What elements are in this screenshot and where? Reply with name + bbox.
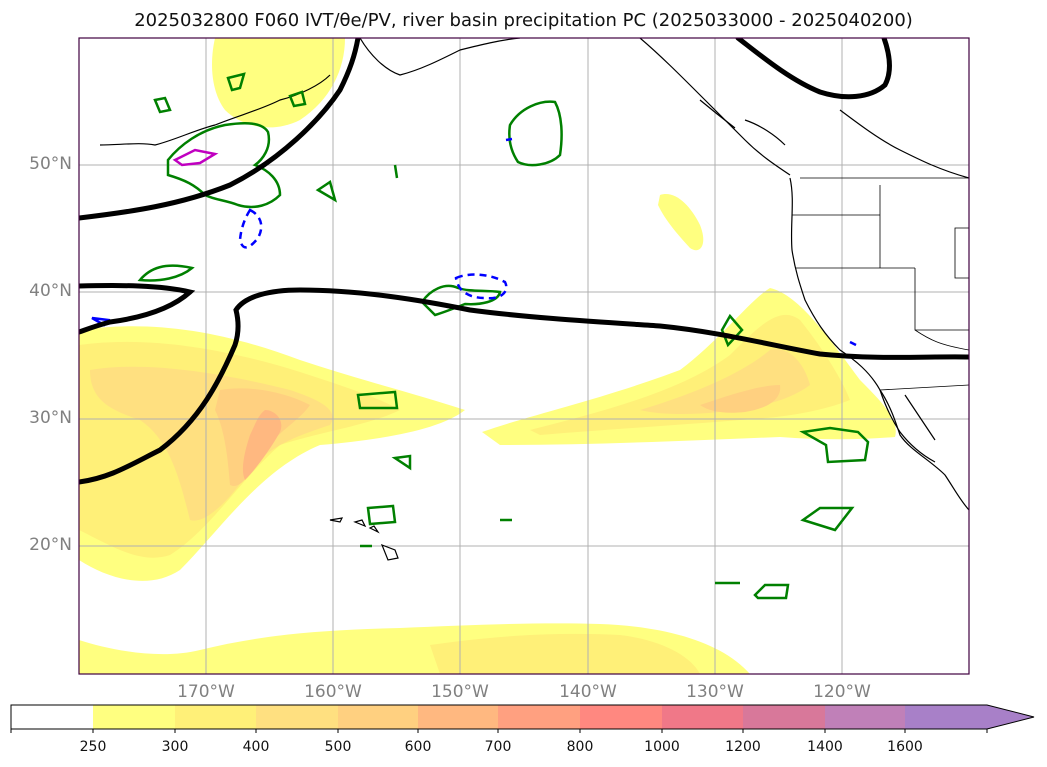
theta-e-contour-40n-main — [79, 287, 969, 485]
colorbar-label-400: 400 — [242, 739, 270, 755]
theta-e-contour-northeast — [735, 38, 892, 100]
colorbar-ticks — [10, 729, 988, 733]
coastline-baja — [879, 389, 936, 463]
pv-negative-small-2 — [505, 137, 513, 142]
pv-magenta-contour — [172, 148, 219, 167]
colorbar-segment-9 — [743, 705, 825, 729]
pv-negative-small-3 — [849, 340, 857, 347]
lon-label-160w: 160°W — [304, 682, 362, 702]
lon-label-130w: 130°W — [686, 682, 744, 702]
pv-contour-130w — [720, 313, 744, 348]
colorbar-extend-arrow — [905, 705, 1034, 729]
pv-contour-gulf-alaska — [508, 100, 563, 167]
pv-contour-30n-a — [356, 390, 399, 410]
colorbar-label-1600: 1600 — [887, 739, 923, 755]
pv-contour-40n-left — [137, 264, 195, 282]
ivt-region-northwest — [212, 38, 345, 128]
pv-contour-20n-e — [800, 506, 855, 532]
ivt-region-southern-300 — [430, 633, 700, 674]
colorbar-label-600: 600 — [404, 739, 432, 755]
theta-e-contour-40n-left — [79, 283, 196, 335]
lat-label-30n: 30°N — [29, 408, 72, 428]
colorbar-label-250: 250 — [79, 739, 107, 755]
theta-e-contour-north — [79, 38, 361, 221]
lon-label-170w: 170°W — [177, 682, 235, 702]
lon-label-120w: 120°W — [813, 682, 871, 702]
map-frame — [78, 37, 970, 675]
colorbar-segment-7 — [580, 705, 662, 729]
boundary-us-mexico — [879, 384, 969, 391]
lon-label-150w: 150°W — [431, 682, 489, 702]
colorbar-label-500: 500 — [324, 739, 352, 755]
pv-contour-baja-w — [799, 426, 870, 464]
colorbar-label-1000: 1000 — [644, 739, 680, 755]
lat-label-50n: 50°N — [29, 154, 72, 174]
ivt-region-offshore — [658, 194, 704, 251]
lat-label-40n: 40°N — [29, 281, 72, 301]
colorbar-segment-2 — [175, 705, 256, 729]
lat-label-20n: 20°N — [29, 535, 72, 555]
colorbar — [10, 704, 1035, 733]
colorbar-segment-6 — [498, 705, 580, 729]
theta-e-contours — [79, 38, 969, 485]
pv-contour-small-4 — [315, 180, 338, 203]
coastline-westcoast — [789, 177, 969, 511]
lon-label-140w: 140°W — [559, 682, 617, 702]
colorbar-label-1400: 1400 — [807, 739, 843, 755]
pv-contour-small-2 — [226, 72, 246, 92]
pv-contour-small-3 — [288, 90, 307, 108]
colorbar-segment-3 — [256, 705, 338, 729]
colorbar-label-300: 300 — [161, 739, 189, 755]
colorbar-segment-8 — [662, 705, 743, 729]
colorbar-label-700: 700 — [484, 739, 512, 755]
coastline-hawaii — [329, 517, 399, 561]
boundary-id-mt — [954, 227, 969, 279]
pv-contour-small-1 — [153, 96, 172, 114]
chart-title: 2025032800 F060 IVT/θe/PV, river basin p… — [134, 10, 913, 31]
colorbar-label-1200: 1200 — [725, 739, 761, 755]
colorbar-segment-0 — [11, 705, 93, 729]
colorbar-label-800: 800 — [566, 739, 594, 755]
colorbar-segment-4 — [338, 705, 418, 729]
political-boundaries — [792, 177, 969, 391]
pv-contour-30n-b — [391, 454, 412, 471]
pv-contour-hawaii-n — [366, 504, 397, 526]
colorbar-segment-5 — [418, 705, 498, 729]
pv-contour-15n-b — [753, 583, 790, 600]
pv-negative-aleutian — [238, 208, 263, 249]
colorbar-segment-10 — [825, 705, 905, 729]
pv-contour-small-6 — [393, 164, 399, 179]
pv-negative-150w — [454, 273, 508, 300]
colorbar-outline — [10, 704, 1035, 730]
ivt-region-western-600 — [242, 410, 282, 480]
colorbar-segment-1 — [93, 705, 175, 729]
coastline-bc-coast — [639, 38, 791, 176]
coastline-northern-islands — [699, 99, 969, 179]
ivt-region-eastern-500 — [700, 385, 781, 413]
ivt-shading — [79, 38, 896, 674]
